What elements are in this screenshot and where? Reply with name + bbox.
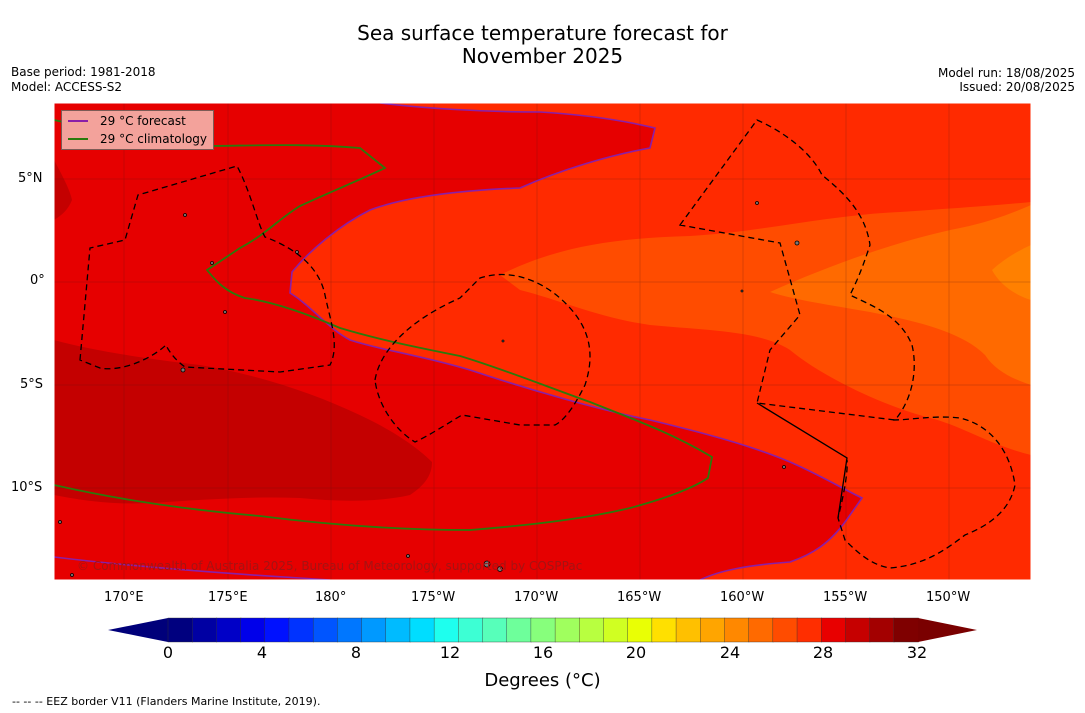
forecast-29c-contour-south <box>54 556 331 580</box>
lon-label-175w: 175°W <box>411 590 456 605</box>
lon-label-180: 180° <box>315 590 347 605</box>
lon-label-170e: 170°E <box>104 590 144 605</box>
colorbar-segment <box>482 617 508 643</box>
colorbar-segment <box>264 617 290 643</box>
colorbar-under-triangle <box>108 618 168 642</box>
colorbar-segment <box>700 617 726 643</box>
lon-label-165w: 165°W <box>617 590 662 605</box>
colorbar <box>108 617 977 643</box>
colorbar-tick-28: 28 <box>812 643 834 662</box>
sst-band-30-north <box>54 160 72 220</box>
colorbar-segment <box>337 617 363 643</box>
eez-border-solid <box>756 402 848 519</box>
islands <box>58 201 800 577</box>
colorbar-tick-20: 20 <box>625 643 647 662</box>
chart-title-line-1: Sea surface temperature forecast for <box>357 21 728 45</box>
graticule <box>54 103 1031 580</box>
colorbar-segment <box>506 617 532 643</box>
colorbar-title: Degrees (°C) <box>484 670 601 691</box>
legend-forecast: 29 °C forecast <box>68 113 186 129</box>
legend-climatology-label: 29 °C climatology <box>100 132 208 146</box>
issued-text: Issued: 20/08/2025 <box>959 80 1075 94</box>
legend-forecast-label: 29 °C forecast <box>100 114 186 128</box>
chart-title-line-2: November 2025 <box>461 44 624 68</box>
colorbar-tick-24: 24 <box>719 643 741 662</box>
eez-borders <box>79 119 1016 569</box>
lon-label-175e: 175°E <box>208 590 248 605</box>
lon-label-170w: 170°W <box>514 590 559 605</box>
colorbar-tick-12: 12 <box>439 643 461 662</box>
colorbar-segment <box>724 617 750 643</box>
lon-label-150w: 150°W <box>926 590 971 605</box>
base-period-text: Base period: 1981-2018 <box>11 65 156 79</box>
colorbar-segment <box>821 617 847 643</box>
colorbar-segment <box>893 617 919 643</box>
colorbar-segment <box>579 617 605 643</box>
eez-footnote: -- -- -- EEZ border V11 (Flanders Marine… <box>12 695 321 708</box>
sst-band-30 <box>54 340 432 504</box>
colorbar-tick-8: 8 <box>350 643 362 662</box>
colorbar-segment <box>603 617 629 643</box>
colorbar-segment <box>869 617 895 643</box>
colorbar-tick-32: 32 <box>906 643 928 662</box>
colorbar-segment <box>651 617 677 643</box>
colorbar-segment <box>385 617 411 643</box>
colorbar-segment <box>554 617 580 643</box>
lat-label-10s: 10°S <box>11 480 43 495</box>
colorbar-segment <box>312 617 339 643</box>
legend: 29 °C forecast 29 °C climatology <box>61 110 214 150</box>
colorbar-segment <box>530 617 556 643</box>
lat-label-5n: 5°N <box>18 171 43 186</box>
colorbar-segment <box>433 617 460 643</box>
lat-label-5s: 5°S <box>20 377 44 392</box>
legend-forecast-swatch <box>68 120 88 122</box>
lat-label-0: 0° <box>30 273 45 288</box>
colorbar-segment <box>409 617 435 643</box>
colorbar-segment <box>191 617 218 643</box>
colorbar-over-triangle <box>918 618 977 642</box>
model-text: Model: ACCESS-S2 <box>11 80 123 94</box>
colorbar-tick-16: 16 <box>532 643 554 662</box>
colorbar-segment <box>361 617 387 643</box>
lon-label-155w: 155°W <box>823 590 868 605</box>
colorbar-segment <box>216 617 242 643</box>
colorbar-tick-0: 0 <box>162 643 174 662</box>
forecast-29c-contour <box>289 103 864 580</box>
colorbar-segment <box>288 617 314 643</box>
colorbar-segment <box>748 617 774 643</box>
colorbar-segment <box>167 617 193 643</box>
colorbar-segment <box>796 617 822 643</box>
copyright-text: © Commonwealth of Australia 2025, Bureau… <box>77 559 583 573</box>
sst-band-25 <box>992 245 1031 300</box>
climatology-29c-contour <box>54 119 714 531</box>
sst-band-26 <box>770 205 1031 385</box>
colorbar-segment <box>675 617 701 643</box>
colorbar-segment <box>845 617 871 643</box>
colorbar-segment <box>240 617 266 643</box>
colorbar-segment <box>772 617 798 643</box>
legend-climatology-swatch <box>68 138 88 140</box>
legend-climatology: 29 °C climatology <box>68 131 207 147</box>
colorbar-tick-4: 4 <box>256 643 268 662</box>
model-run-text: Model run: 18/08/2025 <box>937 66 1075 80</box>
colorbar-segment <box>458 617 484 643</box>
map-frame <box>53 102 1032 581</box>
colorbar-segment <box>627 617 653 643</box>
lon-label-160w: 160°W <box>720 590 765 605</box>
